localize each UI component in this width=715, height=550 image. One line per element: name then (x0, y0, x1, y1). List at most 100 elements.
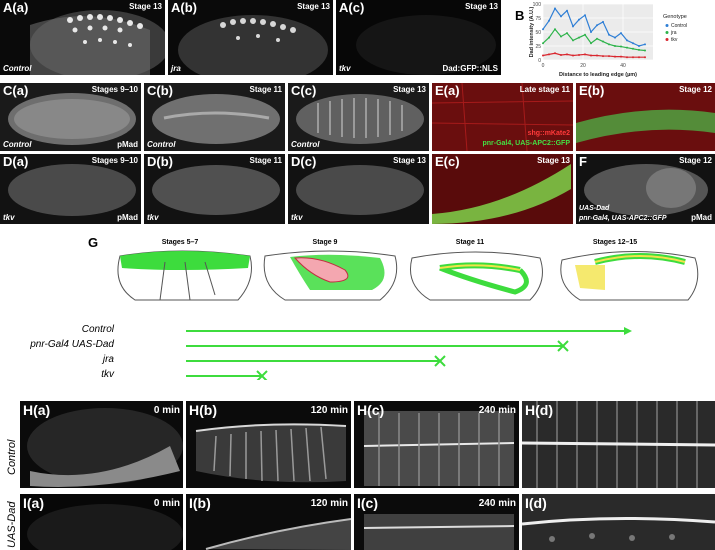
stage-label: Stage 13 (129, 2, 162, 11)
stage-title: Stages 5–7 (161, 239, 199, 246)
data-point (638, 56, 640, 59)
stage-label: Stage 12 (679, 85, 712, 94)
micrograph-image (0, 0, 165, 75)
panel-label: E(a) (435, 83, 460, 98)
panel-label: I(d) (525, 495, 547, 511)
panel-label: D(c) (291, 154, 317, 169)
stage-title: Stage 9 (312, 239, 338, 246)
panel-label: D(b) (147, 154, 173, 169)
data-point (626, 46, 628, 49)
data-point (566, 53, 568, 56)
panel-label: H(b) (189, 402, 217, 418)
tkv-stop-cross (256, 370, 268, 380)
micrograph-image (144, 154, 285, 224)
data-point (608, 33, 610, 36)
marker-label: Dad:GFP::NLS (442, 64, 498, 73)
data-point (614, 55, 616, 58)
panel-h-b: H(b) 120 min (186, 401, 351, 488)
genotype-row-label: tkv (101, 369, 114, 380)
stage-label: Stage 13 (393, 85, 426, 94)
series-line-control (542, 7, 646, 47)
row-side-label: Control (6, 439, 18, 475)
data-point (596, 37, 598, 40)
panel-label: H(d) (525, 402, 553, 418)
panel-c-b: C(b) Stage 11 Control (144, 83, 285, 151)
panel-label: C(b) (147, 83, 173, 98)
panel-label: A(b) (171, 0, 197, 15)
panel-i-c: I(c) 240 min (354, 494, 519, 550)
panel-e-b: E(b) Stage 12 (576, 83, 715, 151)
data-point (578, 36, 580, 39)
panel-h-a: H(a) 0 min (20, 401, 183, 488)
row-side-label: UAS-Dad (6, 501, 18, 548)
panel-e-c: E(c) Stage 13 (432, 154, 573, 224)
panel-c-a: C(a) Stages 9–10 Control pMad (0, 83, 141, 151)
panel-a-c: A(c) Stage 13 tkv Dad:GFP::NLS (336, 0, 501, 75)
embryo-schematics (117, 250, 699, 301)
panel-a-a: A(a) Stage 13 Control (0, 0, 165, 75)
panel-label: D(a) (3, 154, 29, 169)
panel-label: H(c) (357, 402, 385, 418)
genotype-label: tkv (3, 213, 15, 222)
x-axis-label: Distance to leading edge (µm) (559, 72, 637, 78)
micrograph-image (354, 494, 519, 550)
data-point (584, 33, 586, 36)
micrograph-image (288, 83, 429, 151)
legend-entry: Control (671, 23, 687, 29)
data-point (602, 20, 604, 23)
stage-label: Stage 11 (249, 156, 282, 165)
data-point (542, 28, 544, 31)
data-point (614, 45, 616, 47)
micrograph-image (144, 83, 285, 151)
micrograph-image (20, 494, 183, 550)
genotype-label: jra (171, 64, 181, 73)
micrograph-image (0, 83, 141, 151)
panel-d-b: D(b) Stage 11 tkv (144, 154, 285, 224)
genotype-label-2: pnr-Gal4, UAS-APC2::GFP (579, 215, 667, 222)
genotype-row-label: jra (102, 354, 114, 365)
panel-label: I(a) (23, 495, 44, 511)
data-point (644, 43, 646, 46)
data-point (614, 36, 616, 39)
arrow-head (624, 327, 632, 335)
jra-stop-cross (434, 355, 446, 367)
micrograph-image (522, 494, 715, 550)
stage-label: Stages 9–10 (91, 85, 138, 94)
legend-entry: tkv (671, 37, 678, 43)
data-point (626, 39, 628, 42)
stage-label: Stage 13 (297, 2, 330, 11)
panel-i-a: I(a) 0 min (20, 494, 183, 550)
micrograph-image (432, 154, 573, 224)
uas-dad-stop-cross (557, 340, 569, 352)
micrograph-image (0, 154, 141, 224)
data-point (572, 54, 574, 57)
panel-i-b: I(b) 120 min (186, 494, 351, 550)
time-label: 240 min (478, 405, 516, 416)
micrograph-image (576, 154, 715, 224)
panel-label: C(c) (291, 83, 317, 98)
micrograph-image (432, 83, 573, 151)
genotype-label: Control (291, 140, 320, 149)
data-point (632, 42, 634, 45)
dad-intensity-chart: 0 25 50 75 100 0 20 40 Distance to leading edge … (529, 2, 687, 78)
panel-e-a: E(a) Late stage 11 shg::mKate2 pnr-Gal4,… (432, 83, 573, 151)
data-point (584, 14, 586, 17)
genotype-label: tkv (291, 213, 303, 222)
genotype-label: Control (147, 140, 176, 149)
embryo-stage11 (410, 251, 543, 301)
embryo-stage12-15 (560, 251, 699, 301)
data-point (590, 54, 592, 57)
data-point (542, 54, 544, 57)
marker-label: pMad (117, 213, 138, 222)
panel-label: E(c) (435, 154, 460, 169)
panel-a-b: A(b) Stage 13 jra (168, 0, 333, 75)
panel-label: B (515, 8, 525, 23)
micrograph-image (186, 494, 351, 550)
developmental-progress-arrows (186, 327, 632, 380)
data-point (560, 35, 562, 38)
micrograph-image (20, 401, 183, 488)
legend-swatch (665, 24, 669, 27)
genotype-label: UAS-Dad (579, 205, 610, 212)
data-point (620, 55, 622, 58)
stage-label: Stage 11 (249, 85, 282, 94)
